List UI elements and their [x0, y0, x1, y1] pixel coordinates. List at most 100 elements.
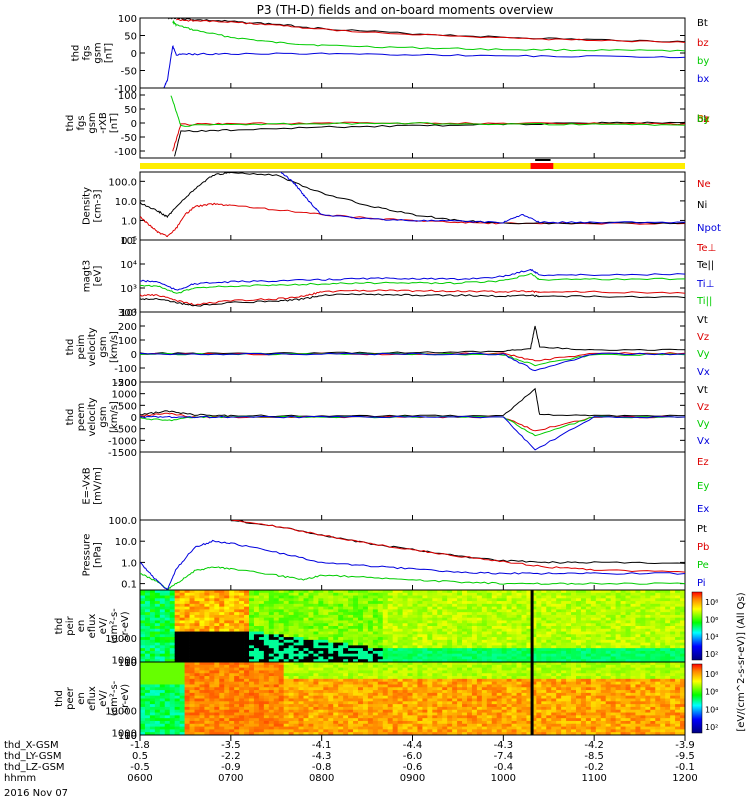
legend-Te||: Te|| — [696, 260, 714, 271]
heatmap-cell — [304, 596, 309, 599]
heatmap-cell — [442, 673, 447, 676]
heatmap-cell — [626, 623, 631, 626]
heatmap-cell — [452, 645, 457, 648]
heatmap-cell — [204, 593, 209, 596]
heatmap-cell — [373, 632, 378, 635]
heatmap-cell — [214, 596, 219, 599]
heatmap-cell — [254, 637, 259, 640]
heatmap-cell — [140, 609, 145, 612]
heatmap-cell — [269, 687, 274, 690]
heatmap-cell — [224, 604, 229, 607]
heatmap-cell — [665, 596, 670, 599]
heatmap-cell — [318, 673, 323, 676]
heatmap-cell — [308, 699, 313, 702]
heatmap-cell — [274, 687, 279, 690]
series-Vx — [140, 353, 685, 370]
heatmap-cell — [180, 729, 185, 732]
heatmap-cell — [398, 721, 403, 724]
heatmap-cell — [234, 643, 239, 646]
heatmap-cell — [219, 601, 224, 604]
heatmap-cell — [655, 654, 660, 657]
heatmap-cell — [175, 665, 180, 668]
heatmap-cell — [457, 724, 462, 727]
heatmap-cell — [318, 668, 323, 671]
heatmap-cell — [353, 704, 358, 707]
heatmap-cell — [328, 713, 333, 716]
heatmap-cell — [224, 684, 229, 687]
heatmap-cell — [422, 648, 427, 651]
heatmap-cell — [160, 637, 165, 640]
heatmap-cell — [482, 601, 487, 604]
heatmap-cell — [452, 710, 457, 713]
heatmap-cell — [383, 682, 388, 685]
heatmap-cell — [294, 699, 299, 702]
heatmap-cell — [363, 593, 368, 596]
heatmap-cell — [244, 721, 249, 724]
heatmap-cell — [264, 676, 269, 679]
heatmap-cell — [289, 668, 294, 671]
heatmap-cell — [214, 632, 219, 635]
heatmap-cell — [447, 701, 452, 704]
heatmap-cell — [417, 673, 422, 676]
heatmap-cell — [209, 618, 214, 621]
heatmap-cell — [150, 676, 155, 679]
heatmap-cell — [457, 668, 462, 671]
heatmap-cell — [675, 629, 680, 632]
heatmap-cell — [596, 629, 601, 632]
heatmap-cell — [467, 687, 472, 690]
heatmap-cell — [383, 715, 388, 718]
heatmap-cell — [294, 682, 299, 685]
heatmap-cell — [507, 640, 512, 643]
heatmap-cell — [442, 648, 447, 651]
heatmap-cell — [214, 601, 219, 604]
heatmap-cell — [477, 668, 482, 671]
heatmap-cell — [269, 648, 274, 651]
heatmap-cell — [363, 673, 368, 676]
heatmap-cell — [462, 609, 467, 612]
heatmap-cell — [249, 679, 254, 682]
heatmap-cell — [432, 607, 437, 610]
heatmap-cell — [581, 620, 586, 623]
heatmap-cell — [417, 637, 422, 640]
heatmap-cell — [576, 612, 581, 615]
heatmap-cell — [631, 623, 636, 626]
heatmap-cell — [279, 615, 284, 618]
heatmap-cell — [462, 626, 467, 629]
heatmap-cell — [254, 670, 259, 673]
heatmap-cell — [368, 607, 373, 610]
heatmap-cell — [274, 665, 279, 668]
heatmap-cell — [304, 634, 309, 637]
heatmap-cell — [655, 618, 660, 621]
heatmap-cell — [427, 704, 432, 707]
heatmap-cell — [185, 704, 190, 707]
heatmap-cell — [224, 648, 229, 651]
heatmap-cell — [264, 632, 269, 635]
heatmap-cell — [145, 682, 150, 685]
heatmap-cell — [328, 615, 333, 618]
heatmap-cell — [452, 615, 457, 618]
heatmap-cell — [249, 693, 254, 696]
heatmap-cell — [199, 618, 204, 621]
heatmap-cell — [393, 629, 398, 632]
heatmap-cell — [422, 637, 427, 640]
heatmap-cell — [318, 718, 323, 721]
heatmap-cell — [249, 604, 254, 607]
heatmap-cell — [249, 715, 254, 718]
heatmap-cell — [145, 623, 150, 626]
heatmap-cell — [378, 729, 383, 732]
heatmap-cell — [591, 615, 596, 618]
heatmap-cell — [279, 687, 284, 690]
heatmap-cell — [427, 690, 432, 693]
heatmap-cell — [556, 607, 561, 610]
heatmap-cell — [165, 629, 170, 632]
heatmap-cell — [442, 596, 447, 599]
heatmap-cell — [155, 598, 160, 601]
heatmap-cell — [328, 668, 333, 671]
heatmap-cell — [145, 676, 150, 679]
heatmap-cell — [209, 620, 214, 623]
heatmap-cell — [338, 618, 343, 621]
heatmap-cell — [626, 607, 631, 610]
heatmap-cell — [199, 687, 204, 690]
heatmap-cell — [417, 623, 422, 626]
heatmap-cell — [284, 637, 289, 640]
